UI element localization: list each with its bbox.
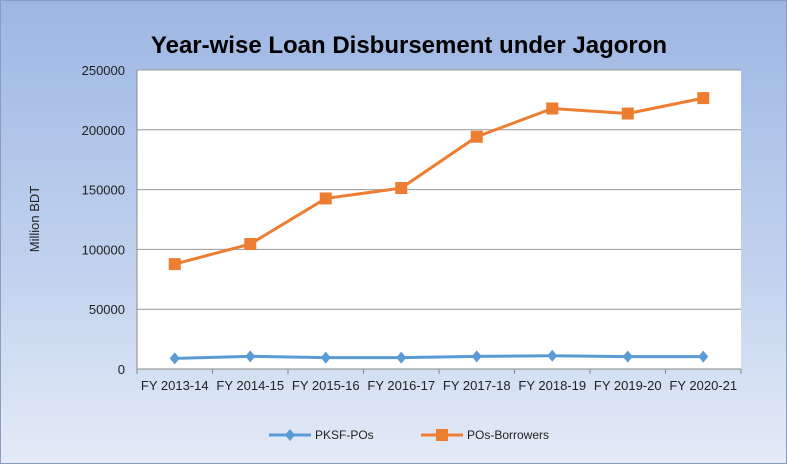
data-point <box>395 182 408 195</box>
data-point <box>622 350 633 363</box>
data-point <box>320 351 331 364</box>
y-tick-label: 250000 <box>82 63 125 78</box>
legend-label: PKSF-POs <box>315 428 374 442</box>
y-tick-label: 100000 <box>82 242 125 257</box>
data-point <box>168 258 181 271</box>
series-pksf-pos <box>169 349 709 365</box>
series-line <box>174 354 704 360</box>
x-tick-label: FY 2013-14 <box>141 378 209 393</box>
data-point <box>698 350 709 363</box>
x-tick-label: FY 2016-17 <box>367 378 435 393</box>
y-axis-label: Million BDT <box>27 186 42 253</box>
data-point <box>697 92 710 105</box>
data-point <box>546 102 559 115</box>
data-point <box>547 349 558 362</box>
series-pos-borrowers <box>168 92 710 271</box>
series-line <box>174 96 704 266</box>
x-tick-label: FY 2020-21 <box>669 378 737 393</box>
data-point <box>471 350 482 363</box>
y-tick-label: 200000 <box>82 123 125 138</box>
legend-label: POs-Borrowers <box>467 428 549 442</box>
y-tick-label: 0 <box>118 362 125 377</box>
data-point <box>621 107 634 120</box>
plot-area <box>137 70 741 369</box>
chart-title: Year-wise Loan Disbursement under Jagoro… <box>151 32 667 59</box>
data-point <box>470 130 483 143</box>
x-tick-label: FY 2018-19 <box>518 378 586 393</box>
legend-marker-square-icon <box>436 429 448 441</box>
legend-marker-diamond-icon <box>285 429 295 441</box>
x-tick-label: FY 2015-16 <box>292 378 360 393</box>
x-tick-label: FY 2019-20 <box>594 378 662 393</box>
data-point <box>319 192 332 205</box>
data-point <box>396 351 407 364</box>
data-point <box>244 238 257 251</box>
data-point <box>245 350 256 363</box>
data-point <box>169 352 180 365</box>
y-tick-label: 150000 <box>82 183 125 198</box>
y-tick-label: 50000 <box>89 302 125 317</box>
x-tick-label: FY 2017-18 <box>443 378 511 393</box>
x-tick-label: FY 2014-15 <box>216 378 284 393</box>
